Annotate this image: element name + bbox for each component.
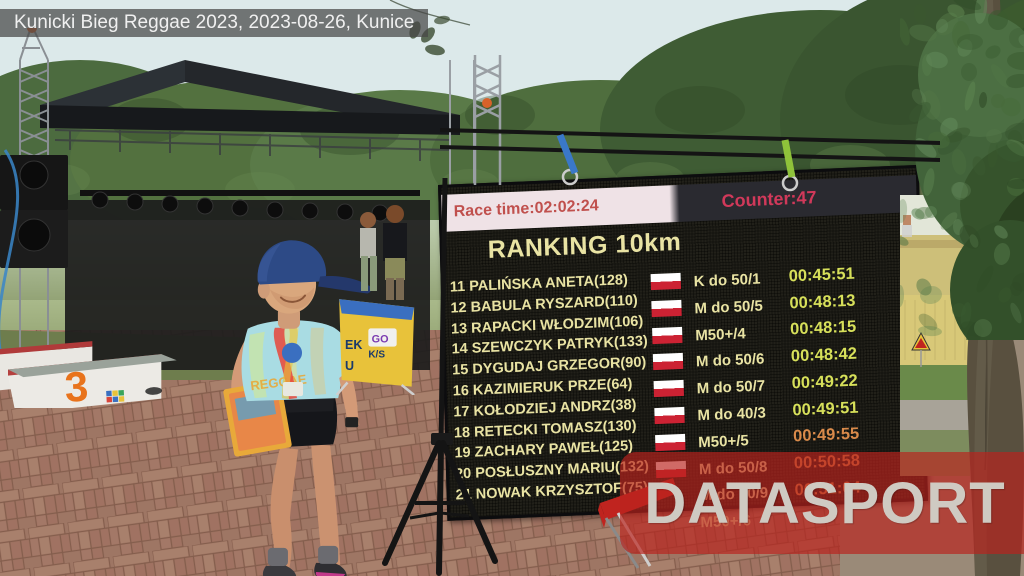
svg-text:3: 3	[64, 363, 90, 408]
svg-text:K/S: K/S	[368, 350, 385, 361]
svg-text:GO: GO	[372, 334, 389, 346]
svg-text:U: U	[345, 359, 354, 373]
svg-text:EK: EK	[345, 338, 362, 352]
